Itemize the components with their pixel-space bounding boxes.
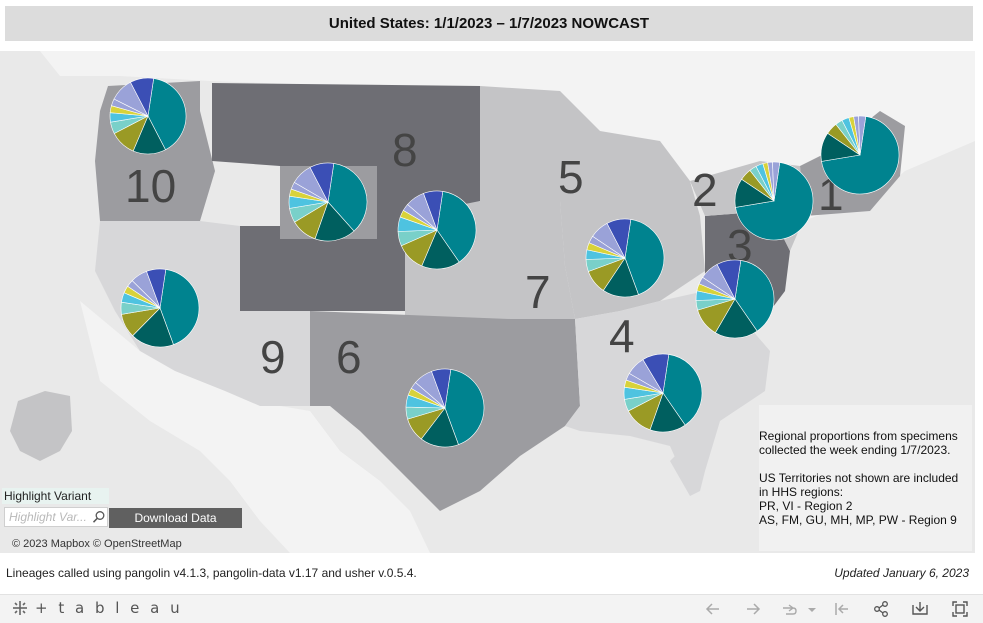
us-map[interactable]: 10 8 5 2 1 3 7 4 9 6	[0, 51, 975, 553]
download-data-button[interactable]: Download Data	[109, 508, 242, 528]
region-label-2: 2	[692, 164, 718, 216]
region-label-6: 6	[336, 331, 362, 383]
region-label-10: 10	[125, 160, 177, 212]
reset-icon[interactable]	[833, 600, 851, 618]
notes-panel: Regional proportions from specimens coll…	[759, 405, 972, 551]
map-attribution[interactable]: © 2023 Mapbox © OpenStreetMap	[12, 538, 182, 550]
pie-slice-region-10-0[interactable]	[147, 78, 187, 151]
pie-slice-region-4-0[interactable]	[662, 354, 703, 426]
redo-icon[interactable]	[744, 600, 762, 618]
region-label-5: 5	[558, 151, 584, 203]
undo-icon[interactable]	[704, 600, 722, 618]
dashboard-title: United States: 1/1/2023 – 1/7/2023 NOWCA…	[5, 6, 973, 41]
proportions-note: Regional proportions from specimens coll…	[759, 429, 958, 457]
revert-icon[interactable]	[780, 600, 798, 618]
pie-slice-region-4-8[interactable]	[642, 353, 670, 394]
fullscreen-icon[interactable]	[951, 600, 969, 618]
pie-slice-region-5-0[interactable]	[624, 219, 665, 295]
pie-slice-region-5-8[interactable]	[606, 218, 632, 259]
pie-slice-region-7-8[interactable]	[423, 190, 444, 231]
pie-slice-region-9-0[interactable]	[159, 269, 200, 345]
revert-dropdown-icon[interactable]	[806, 600, 818, 618]
territories-note: US Territories not shown are included in…	[759, 471, 959, 527]
pie-slice-region-1-7[interactable]	[858, 115, 867, 156]
tableau-mark-icon	[13, 601, 27, 615]
pie-layer	[109, 77, 900, 448]
pie-slice-region-6-0[interactable]	[444, 369, 485, 445]
pangolin-footnote: Lineages called using pangolin v4.1.3, p…	[6, 566, 417, 580]
pie-slice-region-3-1[interactable]	[714, 298, 758, 339]
pie-slice-region-2-7[interactable]	[772, 161, 781, 202]
search-icon[interactable]	[92, 510, 106, 524]
updated-date: Updated January 6, 2023	[834, 566, 969, 580]
pie-slice-region-3-8[interactable]	[716, 259, 742, 300]
tableau-toolbar: + t a b l e a u	[0, 594, 983, 623]
pie-slice-region-9-8[interactable]	[146, 268, 167, 309]
share-icon[interactable]	[872, 600, 890, 618]
tableau-logo[interactable]: + t a b l e a u	[11, 599, 183, 617]
highlight-variant-input[interactable]: Highlight Var...	[4, 507, 108, 527]
pie-slice-region-9-1[interactable]	[132, 307, 174, 348]
pie-slice-region-8-8[interactable]	[309, 162, 335, 203]
region-label-8: 8	[392, 124, 418, 176]
region-label-9: 9	[260, 331, 286, 383]
title-text: United States: 1/1/2023 – 1/7/2023 NOWCA…	[328, 15, 650, 32]
pie-slice-region-10-8[interactable]	[130, 77, 155, 117]
region-label-4: 4	[609, 310, 635, 362]
pie-slice-region-3-0[interactable]	[734, 260, 775, 332]
pie-slice-region-7-0[interactable]	[436, 191, 477, 263]
pie-slice-region-6-8[interactable]	[431, 368, 452, 409]
download-icon[interactable]	[911, 600, 929, 618]
tableau-wordmark: + t a b l e a u	[35, 599, 183, 617]
region-label-7: 7	[525, 266, 551, 318]
highlight-variant-label: Highlight Variant	[2, 488, 109, 504]
pie-slice-region-8-0[interactable]	[327, 163, 368, 232]
